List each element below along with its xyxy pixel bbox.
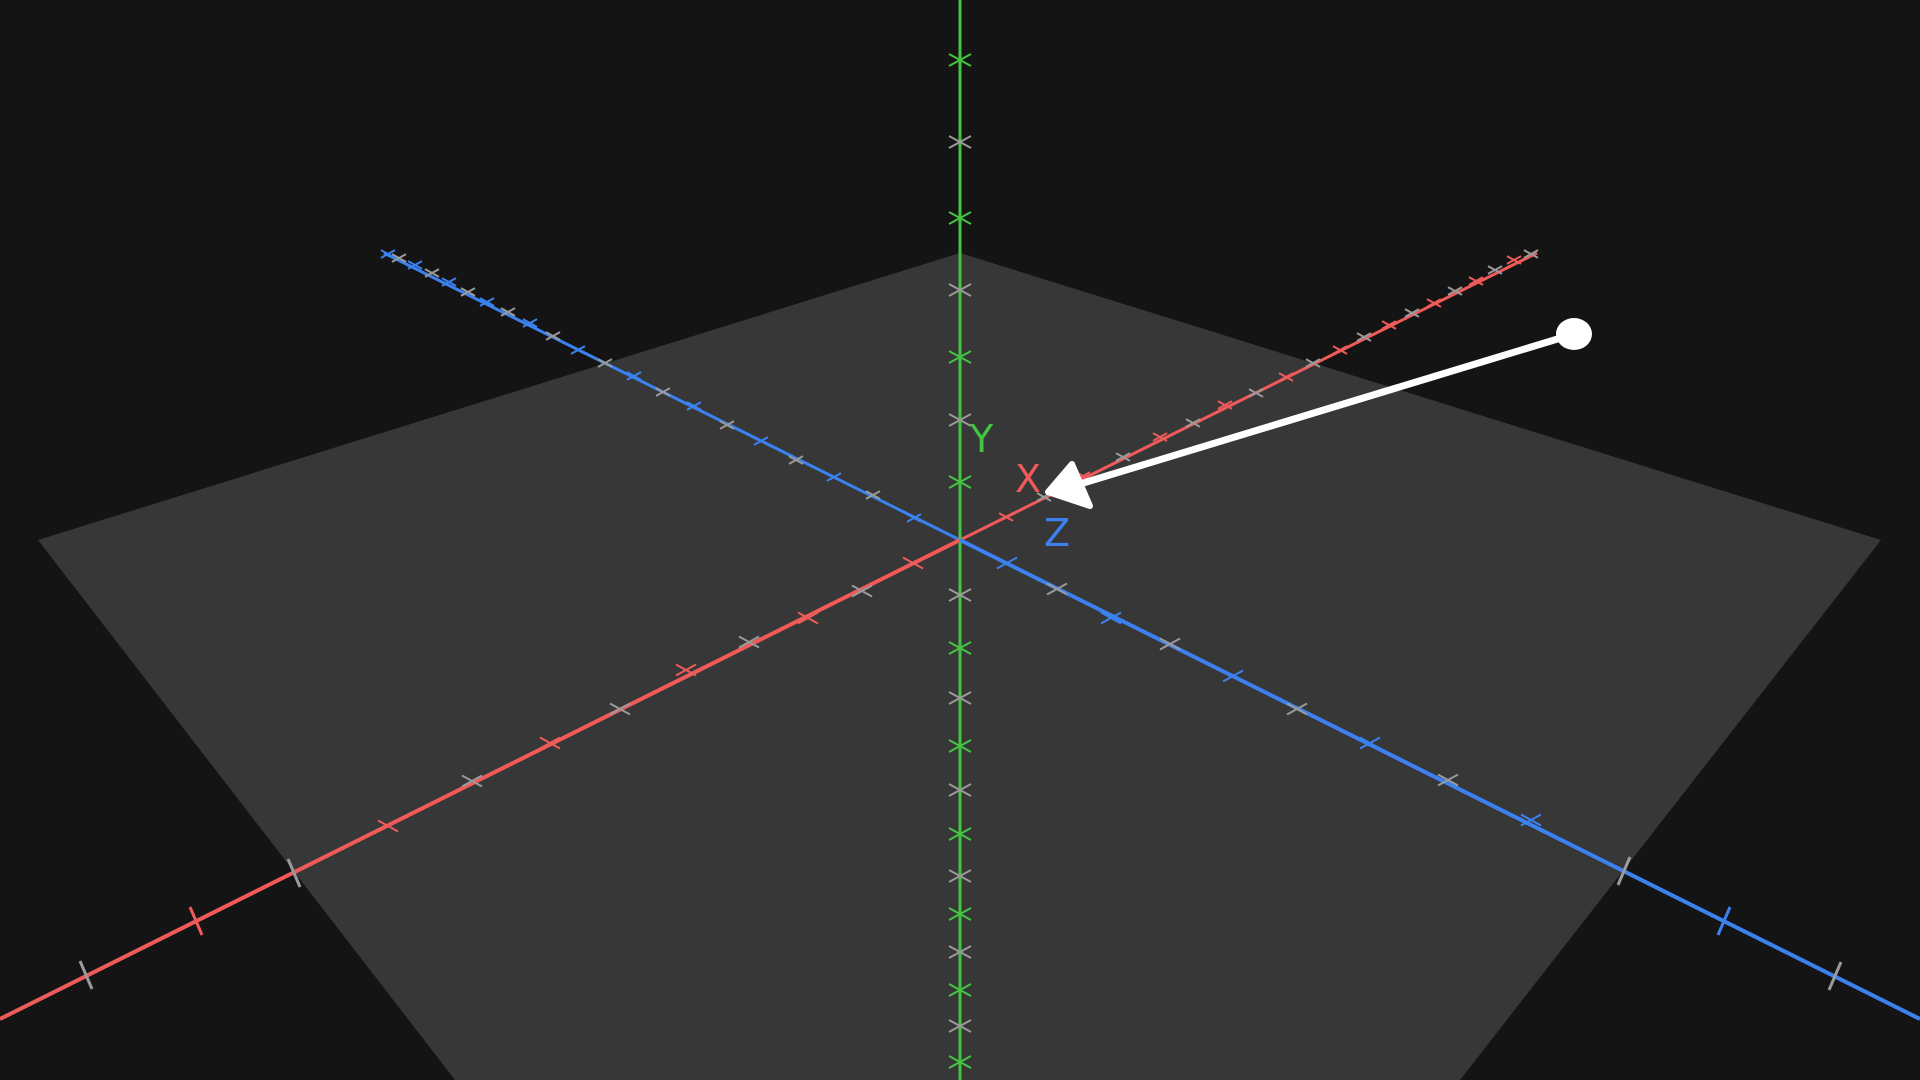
z-axis-tick [391,253,407,263]
x-axis-tick [377,819,399,833]
z-axis-tick [1286,702,1308,716]
z-axis-tick [407,260,423,270]
z-axis-tick [1716,906,1732,936]
y-axis-tick [948,907,972,921]
y-axis-label: Y [969,417,994,461]
y-axis-tick [948,1055,972,1069]
z-axis-tick [1437,773,1459,787]
x-axis-tick [1217,400,1233,410]
y-axis-tick [948,350,972,364]
x-axis-tick [1152,432,1168,442]
z-axis-tick [1616,856,1632,886]
x-axis-tick [1468,276,1484,286]
x-axis-tick [188,906,204,936]
x-axis-tick [902,556,924,570]
x-axis-tick [539,736,561,750]
z-axis-tick [570,345,586,355]
x-axis-tick [1305,358,1321,368]
z-axis-tick [1520,813,1542,827]
y-axis-tick [948,413,972,427]
z-axis-tick [380,249,396,259]
y-axis-tick [948,945,972,959]
x-axis-tick [1356,332,1372,342]
y-axis-tick [948,211,972,225]
y-axis-tick [948,53,972,67]
x-axis-tick [609,702,631,716]
x-axis-tick [1426,298,1442,308]
z-axis-label: Z [1044,511,1070,555]
y-axis-tick [948,283,972,297]
z-axis-tick [1827,961,1843,991]
z-axis-tick [545,331,561,341]
x-axis-tick [1447,286,1463,296]
y-axis-tick [948,135,972,149]
z-axis-line-front[interactable] [959,538,1920,1021]
z-axis-tick [1359,736,1381,750]
x-axis-tick [738,635,760,649]
z-axis-tick [460,287,476,297]
x-axis-line-front[interactable] [0,538,961,1021]
z-axis-tick [686,401,702,411]
y-axis-tick [948,739,972,753]
x-axis-tick [675,663,697,677]
x-axis-tick [1185,418,1201,428]
x-axis-tick [78,960,94,990]
z-axis-tick [788,455,804,465]
x-axis-tick [1115,452,1131,462]
x-axis-tick [998,512,1014,522]
z-axis-tick [522,318,538,328]
y-axis-tick [948,588,972,602]
z-axis-tick [626,371,642,381]
z-axis-tick [1159,637,1181,651]
y-axis-tick [948,1019,972,1033]
z-axis-tick [865,490,881,500]
x-axis-tick [1487,265,1503,275]
z-axis-tick [906,513,922,523]
x-axis-tick [1248,388,1264,398]
x-axis-tick [1506,255,1522,265]
x-axis-tick [851,584,873,598]
y-axis-tick [948,827,972,841]
x-axis-tick [1381,320,1397,330]
x-axis-tick [797,611,819,625]
x-axis-tick [461,774,483,788]
z-axis-tick [597,358,613,368]
z-axis-tick [424,268,440,278]
z-axis-tick [479,297,495,307]
z-axis-tick [500,307,516,317]
x-axis-tick [1523,249,1539,259]
x-axis-label: X [1015,457,1041,501]
y-axis-tick [948,641,972,655]
y-axis-tick [948,691,972,705]
arrowhead-icon[interactable] [1045,461,1093,509]
x-axis-tick [286,858,302,888]
x-axis-tick [1278,372,1294,382]
y-axis-tick [948,983,972,997]
y-axis-tick [948,869,972,883]
z-axis-tick [1100,611,1122,625]
z-axis-tick [441,277,457,287]
direction-arrow[interactable] [1045,318,1592,509]
z-axis-tick [719,420,735,430]
y-axis-tick [948,783,972,797]
z-axis-tick [1046,582,1068,596]
y-axis-tick [948,475,972,489]
z-axis-tick [996,556,1018,570]
z-axis-line-back[interactable] [383,251,961,542]
direction-arrow-shaft[interactable] [1076,330,1578,488]
x-axis-tick [1332,345,1348,355]
z-axis-tick [826,472,842,482]
axis-ticks [78,53,1843,1069]
z-axis-tick [655,387,671,397]
z-axis-tick [753,436,769,446]
drag-handle-dot-icon[interactable] [1556,318,1592,350]
z-axis-tick [1222,669,1244,683]
x-axis-tick [1404,308,1420,318]
